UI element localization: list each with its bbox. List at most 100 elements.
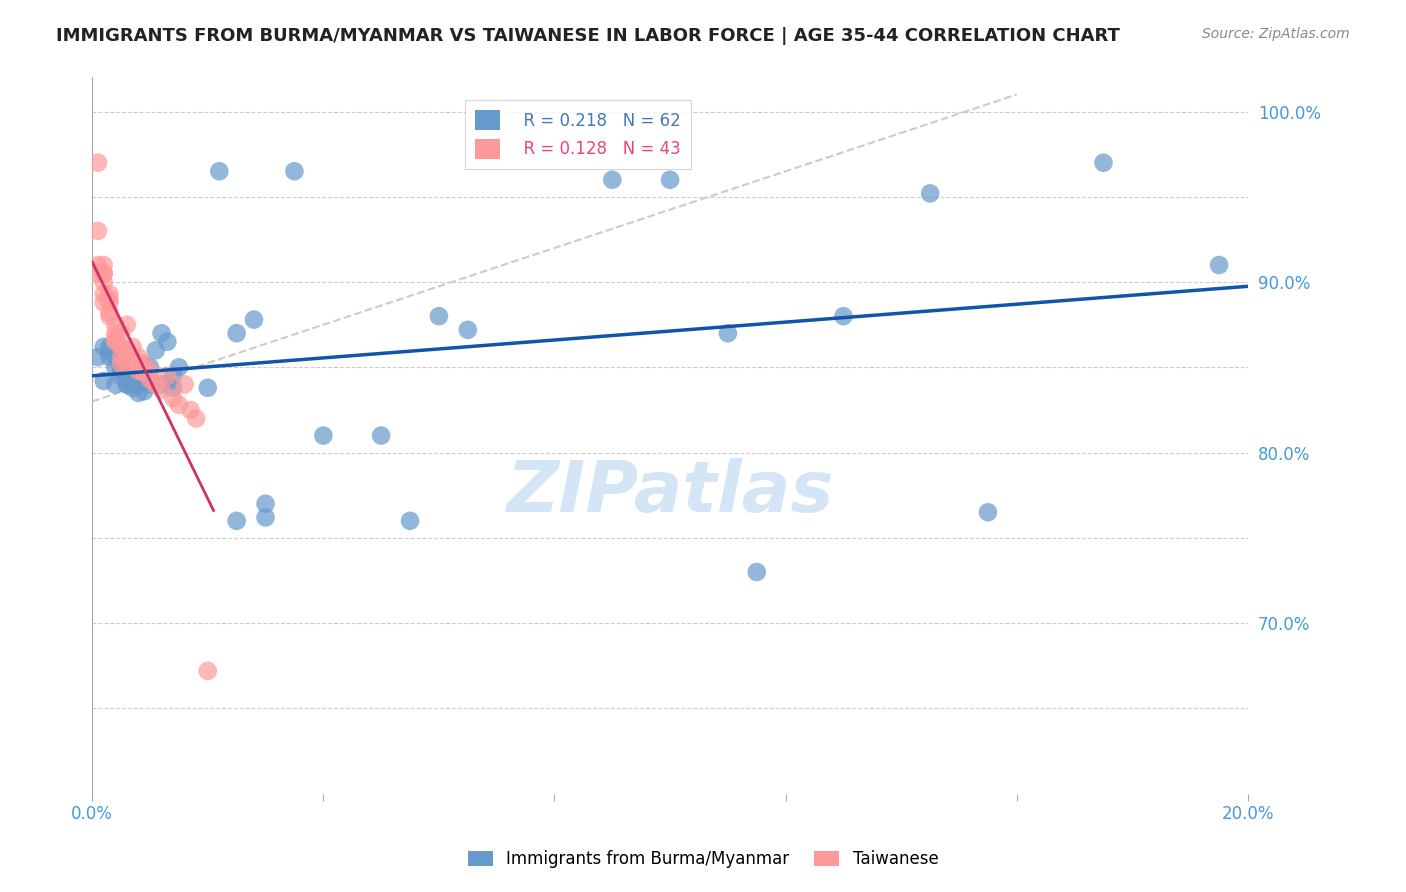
Point — [110, 350, 132, 364]
Point — [104, 326, 127, 341]
Point — [115, 377, 138, 392]
Point — [110, 364, 132, 378]
Point — [104, 343, 127, 358]
Point — [98, 343, 121, 358]
Point — [254, 497, 277, 511]
Point — [104, 377, 127, 392]
Point — [745, 565, 768, 579]
Point — [145, 343, 167, 358]
Point — [186, 411, 208, 425]
Point — [87, 155, 110, 169]
Point — [197, 664, 219, 678]
Point — [162, 391, 184, 405]
Point — [115, 343, 138, 358]
Point — [832, 309, 855, 323]
Point — [167, 360, 190, 375]
Point — [110, 326, 132, 341]
Point — [121, 381, 143, 395]
Point — [115, 357, 138, 371]
Point — [243, 312, 266, 326]
Point — [104, 334, 127, 349]
Point — [139, 372, 162, 386]
Point — [283, 164, 305, 178]
Point — [254, 510, 277, 524]
Point — [162, 368, 184, 383]
Point — [162, 381, 184, 395]
Point — [150, 383, 173, 397]
Point — [115, 377, 138, 392]
Point — [457, 323, 479, 337]
Point — [104, 350, 127, 364]
Point — [225, 514, 247, 528]
Point — [93, 267, 115, 281]
Point — [225, 326, 247, 341]
Point — [173, 377, 195, 392]
Point — [98, 350, 121, 364]
Point — [104, 340, 127, 354]
Point — [93, 267, 115, 281]
Point — [93, 374, 115, 388]
Point — [139, 372, 162, 386]
Point — [139, 364, 162, 378]
Point — [127, 368, 149, 383]
Point — [127, 385, 149, 400]
Point — [208, 164, 231, 178]
Point — [115, 368, 138, 383]
Point — [717, 326, 740, 341]
Point — [134, 357, 156, 371]
Text: IMMIGRANTS FROM BURMA/MYANMAR VS TAIWANESE IN LABOR FORCE | AGE 35-44 CORRELATIO: IMMIGRANTS FROM BURMA/MYANMAR VS TAIWANE… — [56, 27, 1121, 45]
Point — [127, 364, 149, 378]
Point — [98, 287, 121, 301]
Point — [104, 334, 127, 349]
Point — [156, 334, 179, 349]
Point — [93, 340, 115, 354]
Legend: Immigrants from Burma/Myanmar, Taiwanese: Immigrants from Burma/Myanmar, Taiwanese — [461, 844, 945, 875]
Point — [98, 309, 121, 323]
Point — [121, 351, 143, 366]
Point — [93, 275, 115, 289]
Point — [139, 360, 162, 375]
Text: ZIPatlas: ZIPatlas — [506, 458, 834, 527]
Point — [110, 368, 132, 383]
Point — [659, 173, 682, 187]
Point — [87, 224, 110, 238]
Point — [121, 372, 143, 386]
Point — [1208, 258, 1230, 272]
Point — [179, 403, 201, 417]
Point — [110, 351, 132, 366]
Point — [134, 384, 156, 399]
Point — [139, 377, 162, 392]
Point — [115, 343, 138, 358]
Point — [110, 357, 132, 371]
Point — [156, 377, 179, 392]
Point — [93, 287, 115, 301]
Point — [93, 258, 115, 272]
Point — [87, 350, 110, 364]
Point — [104, 360, 127, 375]
Point — [977, 505, 1000, 519]
Point — [93, 295, 115, 310]
Point — [167, 398, 190, 412]
Point — [110, 357, 132, 371]
Point — [150, 377, 173, 392]
Point — [121, 340, 143, 354]
Point — [370, 428, 392, 442]
Point — [127, 350, 149, 364]
Point — [134, 357, 156, 371]
Point — [104, 331, 127, 345]
Point — [98, 292, 121, 306]
Point — [399, 514, 422, 528]
Point — [98, 306, 121, 320]
Point — [1092, 155, 1115, 169]
Point — [87, 258, 110, 272]
Legend:   R = 0.218   N = 62,   R = 0.128   N = 43: R = 0.218 N = 62, R = 0.128 N = 43 — [464, 100, 690, 169]
Point — [98, 340, 121, 354]
Point — [197, 381, 219, 395]
Point — [156, 368, 179, 383]
Point — [920, 186, 942, 201]
Text: Source: ZipAtlas.com: Source: ZipAtlas.com — [1202, 27, 1350, 41]
Point — [145, 377, 167, 392]
Point — [110, 340, 132, 354]
Point — [134, 366, 156, 380]
Point — [98, 295, 121, 310]
